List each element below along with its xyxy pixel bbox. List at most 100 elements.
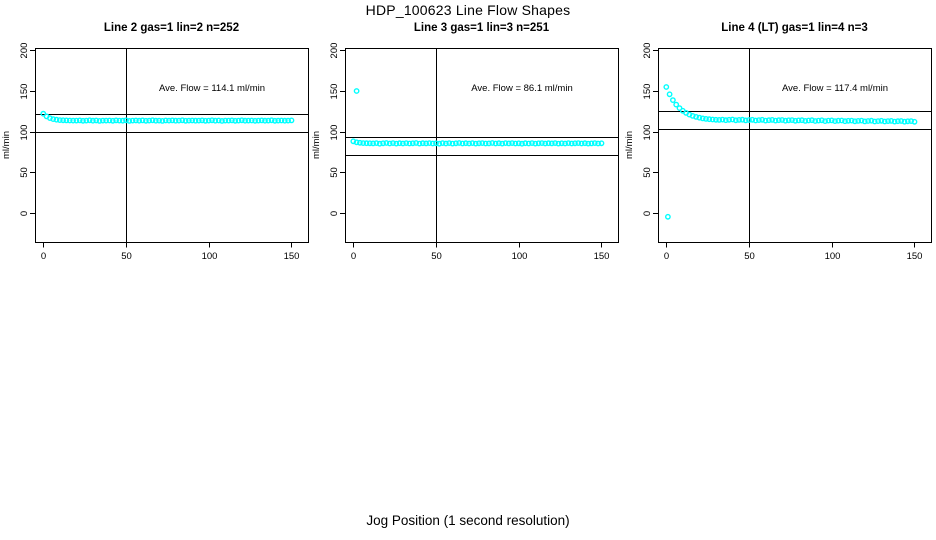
y-axis-title: ml/min xyxy=(1,131,12,159)
data-point xyxy=(792,117,799,124)
data-point xyxy=(706,116,713,123)
data-point xyxy=(403,140,410,147)
data-point xyxy=(66,117,73,124)
data-point xyxy=(865,118,872,124)
data-point xyxy=(772,117,779,124)
data-point xyxy=(396,140,403,147)
x-tick-label: 50 xyxy=(121,251,132,262)
data-point xyxy=(732,117,739,124)
data-point xyxy=(288,117,295,124)
data-point xyxy=(353,139,360,146)
data-point xyxy=(50,116,57,123)
x-tick-label: 0 xyxy=(351,251,356,262)
data-point xyxy=(162,117,169,124)
data-point xyxy=(901,118,908,125)
data-point xyxy=(759,116,766,123)
data-point xyxy=(861,118,868,125)
x-axis-label: Jog Position (1 second resolution) xyxy=(366,513,570,528)
data-point xyxy=(175,117,182,124)
panel-title-line2: Line 2 gas=1 lin=2 n=252 xyxy=(103,22,240,34)
data-point xyxy=(400,140,406,147)
data-point xyxy=(357,139,363,146)
data-point xyxy=(126,118,133,124)
data-point xyxy=(103,117,110,124)
data-point xyxy=(598,140,605,147)
data-point xyxy=(129,117,136,124)
data-point xyxy=(726,116,733,123)
y-tick-label: 150 xyxy=(19,84,30,100)
y-tick-label: 50 xyxy=(329,167,340,178)
data-point xyxy=(202,117,209,124)
y-tick-label: 100 xyxy=(329,125,340,141)
data-point xyxy=(505,140,512,147)
y-tick-label: 0 xyxy=(329,211,340,216)
data-point xyxy=(795,117,802,124)
data-point xyxy=(113,117,120,124)
data-point xyxy=(798,117,805,124)
data-point xyxy=(80,117,86,124)
data-point xyxy=(423,140,430,147)
data-point xyxy=(409,140,416,147)
data-point xyxy=(729,116,736,123)
x-tick-label: 50 xyxy=(431,251,442,262)
data-point xyxy=(532,140,539,147)
data-point xyxy=(479,140,486,147)
data-point xyxy=(908,118,914,125)
ave-flow-annotation: Ave. Flow = 117.4 ml/min xyxy=(782,83,888,94)
data-point xyxy=(832,118,838,125)
data-point xyxy=(595,140,601,147)
data-point xyxy=(212,117,219,124)
data-point xyxy=(736,117,743,123)
data-point xyxy=(63,117,70,124)
data-point xyxy=(545,140,552,147)
x-tick-label: 100 xyxy=(202,251,218,262)
plot-box xyxy=(345,48,619,243)
data-point xyxy=(106,117,113,124)
data-point xyxy=(116,117,123,124)
data-point xyxy=(871,118,878,125)
data-point xyxy=(192,117,199,124)
data-point xyxy=(855,118,862,124)
data-point xyxy=(851,118,858,125)
data-point xyxy=(572,140,578,147)
data-point xyxy=(482,140,489,147)
x-tick-label: 50 xyxy=(744,251,755,262)
data-point xyxy=(495,140,502,147)
y-tick-label: 0 xyxy=(19,211,30,216)
data-point xyxy=(248,117,255,124)
data-point xyxy=(722,117,729,124)
data-point xyxy=(265,117,272,124)
data-point xyxy=(878,117,885,124)
data-point xyxy=(502,140,509,147)
data-point xyxy=(456,140,463,146)
data-point xyxy=(132,117,139,124)
data-point xyxy=(406,140,413,147)
data-point xyxy=(716,117,723,123)
data-point xyxy=(47,115,53,122)
data-point xyxy=(665,213,671,220)
data-point xyxy=(815,117,822,124)
figure-title: HDP_100623 Line Flow Shapes xyxy=(365,2,571,18)
data-point xyxy=(53,116,60,123)
data-point xyxy=(449,140,456,147)
data-point xyxy=(755,117,762,124)
data-point xyxy=(93,117,100,124)
data-point xyxy=(775,117,782,124)
data-point xyxy=(805,117,812,124)
data-point xyxy=(363,140,370,147)
data-point xyxy=(904,118,911,125)
panel-title-line3: Line 3 gas=1 lin=3 n=251 xyxy=(413,22,550,34)
data-point xyxy=(663,84,670,90)
data-point xyxy=(703,116,709,122)
data-point xyxy=(99,117,106,124)
data-point xyxy=(881,118,888,125)
data-point xyxy=(215,117,222,124)
data-point xyxy=(439,140,446,147)
x-tick-label: 150 xyxy=(594,251,610,262)
y-tick-label: 200 xyxy=(329,43,340,59)
data-point xyxy=(578,140,585,147)
data-point xyxy=(446,140,453,147)
x-tick-label: 0 xyxy=(664,251,669,262)
data-point xyxy=(742,117,749,124)
